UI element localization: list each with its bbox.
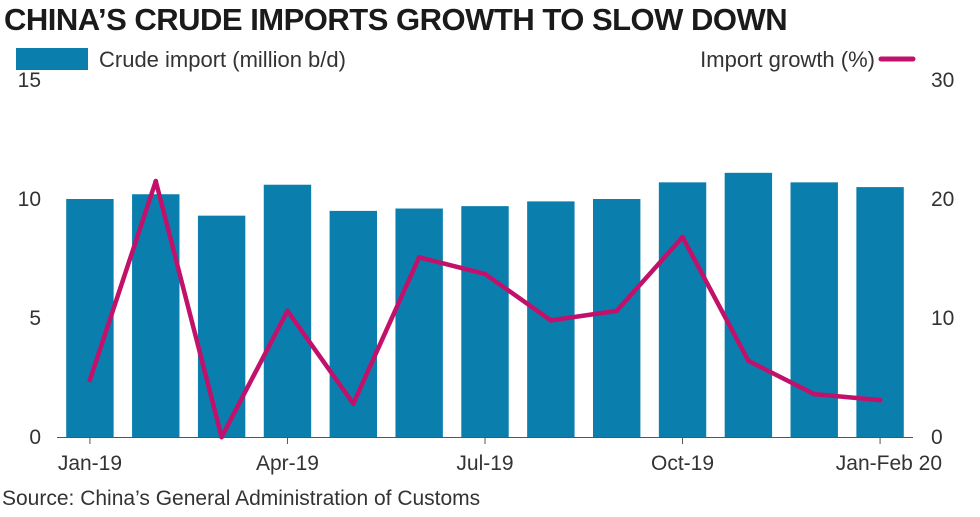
x-tick-label-2: Jul-19 (456, 452, 513, 475)
growth-point-12 (877, 397, 883, 403)
growth-point-3 (285, 308, 290, 314)
x-tick-label-3: Oct-19 (651, 452, 714, 475)
growth-point-8 (614, 308, 620, 314)
bar-12 (856, 187, 904, 437)
growth-point-6 (482, 271, 488, 277)
right-y-tick-1: 10 (931, 307, 954, 330)
growth-point-10 (745, 358, 751, 364)
bar-2 (197, 215, 246, 437)
left-y-tick-1: 5 (29, 307, 41, 330)
legend-bar-swatch (16, 48, 88, 70)
bar-10 (724, 172, 773, 437)
growth-point-4 (350, 401, 356, 407)
growth-point-7 (548, 317, 554, 323)
growth-point-5 (416, 254, 422, 260)
source-note: Source: China’s General Administration o… (2, 487, 481, 510)
bar-9 (658, 182, 707, 437)
right-y-tick-2: 20 (931, 188, 954, 211)
bar-8 (592, 199, 641, 437)
chart-title: CHINA’S CRUDE IMPORTS GROWTH TO SLOW DOW… (4, 2, 788, 37)
left-y-tick-0: 0 (29, 426, 41, 449)
bar-5 (395, 208, 443, 437)
legend-line-label: Import growth (%) (700, 47, 875, 72)
legend: Crude import (million b/d) Import growth… (16, 47, 916, 72)
growth-point-11 (811, 391, 817, 397)
right-y-tick-3: 30 (931, 69, 954, 92)
growth-point-2 (219, 434, 225, 440)
right-y-tick-0: 0 (931, 426, 943, 449)
left-y-tick-2: 10 (18, 188, 41, 211)
plot-area: Jan-19 Apr-19 Jul-19 Oct-19 Jan-Feb 20 0 5 10 15… (18, 69, 955, 475)
left-y-tick-3: 15 (18, 69, 41, 92)
bar-6 (461, 206, 509, 437)
x-tick-label-4: Jan-Feb 20 (836, 452, 942, 475)
legend-bar-label: Crude import (million b/d) (99, 47, 346, 72)
bar-0 (66, 199, 114, 437)
bar-11 (790, 182, 838, 437)
growth-point-0 (87, 377, 93, 383)
growth-point-1 (153, 178, 159, 184)
growth-point-9 (680, 234, 685, 240)
x-tick-label-0: Jan-19 (58, 452, 122, 475)
x-tick-label-1: Apr-19 (256, 452, 319, 475)
